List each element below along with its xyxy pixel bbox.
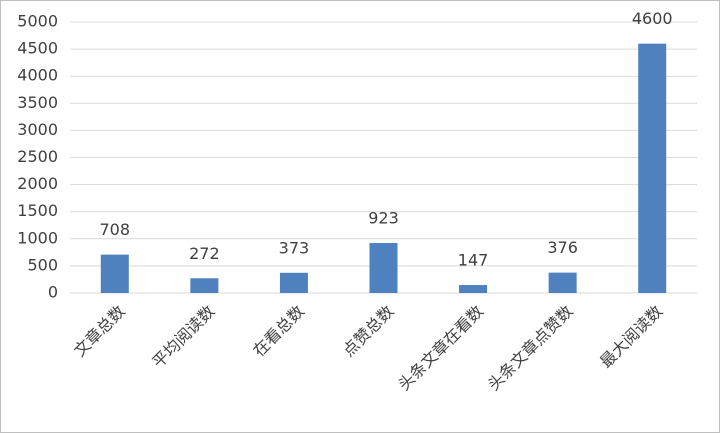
bar [548, 272, 577, 293]
data-label: 376 [547, 238, 578, 257]
y-tick-label: 4500 [17, 39, 58, 58]
bar [279, 272, 308, 293]
y-tick-label: 0 [48, 283, 58, 302]
y-tick-label: 3000 [17, 120, 58, 139]
y-tick-label: 2000 [17, 174, 58, 193]
data-label: 373 [279, 238, 310, 257]
bar [369, 242, 398, 293]
bar [190, 278, 219, 293]
data-label: 4600 [632, 9, 673, 28]
data-label: 708 [100, 220, 131, 239]
bar [100, 254, 129, 293]
bar [459, 285, 488, 293]
y-tick-label: 1000 [17, 228, 58, 247]
y-tick-label: 5000 [17, 12, 58, 31]
data-label: 147 [458, 251, 489, 270]
y-tick-label: 4000 [17, 66, 58, 85]
y-tick-label: 2500 [17, 147, 58, 166]
y-tick-label: 500 [27, 255, 58, 274]
y-tick-label: 3500 [17, 93, 58, 112]
y-tick-label: 1500 [17, 201, 58, 220]
bar [638, 43, 667, 294]
data-label: 923 [368, 208, 399, 227]
data-label: 272 [189, 244, 220, 263]
